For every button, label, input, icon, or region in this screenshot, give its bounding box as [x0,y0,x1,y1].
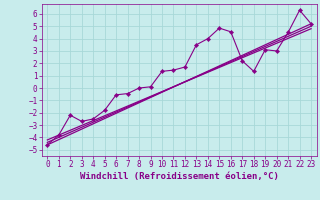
X-axis label: Windchill (Refroidissement éolien,°C): Windchill (Refroidissement éolien,°C) [80,172,279,181]
